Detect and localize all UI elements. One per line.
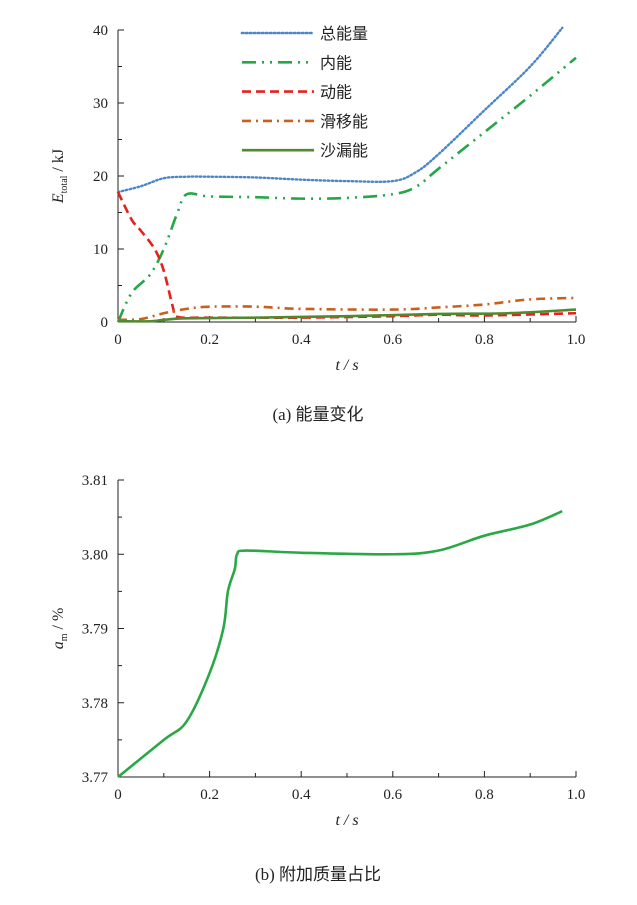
series-line-0 [117,509,563,779]
x-tick-label: 0 [114,787,122,803]
legend-label-1: 内能 [320,54,352,72]
x-tick-label: 1.0 [567,332,586,348]
series-line-4 [117,308,577,323]
y-tick-label: 0 [101,315,109,331]
y-tick-label: 3.77 [82,770,109,786]
series-line-2 [116,191,577,320]
x-tick-label: 0.8 [475,787,494,803]
y-label-main: E [50,193,67,204]
y-tick-label: 40 [93,23,108,39]
x-tick-label: 0.4 [292,787,311,803]
y-tick-label: 30 [93,96,108,112]
y-label-unit: / % [50,608,67,634]
chart-1: 0 0.2 0.4 0.6 0.8 1.0 3.77 3.78 3.79 3.80 3.81 t / … [50,473,585,884]
legend-label-4: 沙漏能 [320,142,368,160]
x-axis-label: t / s [335,357,358,374]
x-tick-label: 0.6 [383,332,402,348]
y-label-sub: m [59,633,70,641]
y-tick-label: 10 [93,242,108,258]
chart-caption: (b) 附加质量占比 [255,865,381,884]
y-tick-label: 3.78 [82,696,108,712]
chart-0: 0 0.2 0.4 0.6 0.8 1.0 0 10 20 30 40 t / s Etotal / k… [50,23,585,424]
x-tick-label: 1.0 [567,787,586,803]
y-axis-label: Etotal / kJ [50,149,70,204]
legend-label-0: 总能量 [320,25,368,43]
y-axis-label: am / % [50,608,70,650]
x-tick-label: 0.6 [383,787,402,803]
y-tick-label: 3.79 [82,622,108,638]
x-tick-label: 0.2 [200,787,219,803]
legend-label-2: 动能 [320,84,352,102]
x-tick-label: 0.2 [200,332,219,348]
y-label-main: a [50,641,67,649]
chart-caption: (a) 能量变化 [272,405,363,424]
x-axis-label: t / s [335,812,358,829]
y-label-unit: / kJ [50,149,67,176]
series-line-0 [116,26,564,194]
series-line-3 [117,296,577,322]
x-tick-label: 0.4 [292,332,311,348]
series-line-1 [116,56,577,323]
y-tick-label: 20 [93,169,108,185]
legend-label-3: 滑移能 [320,113,368,131]
y-label-sub: total [59,175,70,193]
x-tick-label: 0 [114,332,122,348]
y-tick-label: 3.80 [82,547,108,563]
x-tick-label: 0.8 [475,332,494,348]
y-tick-label: 3.81 [82,473,108,489]
